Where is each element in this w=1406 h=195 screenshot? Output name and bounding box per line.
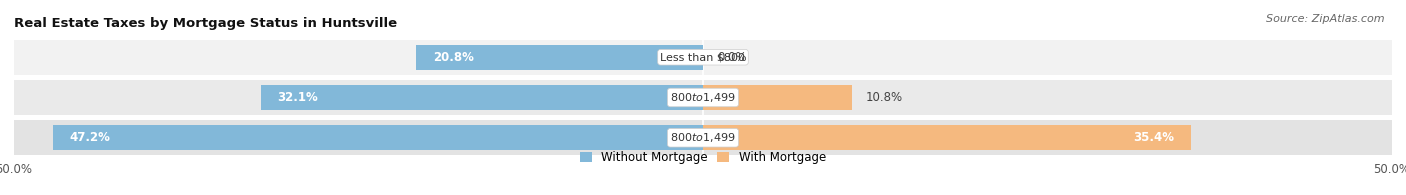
Bar (260, 85, 703, 110)
Text: 0.0%: 0.0% (717, 51, 747, 64)
Text: $800 to $1,499: $800 to $1,499 (671, 131, 735, 144)
Bar (14, 40, 1392, 75)
Bar (14, 120, 1392, 155)
Legend: Without Mortgage, With Mortgage: Without Mortgage, With Mortgage (581, 151, 825, 164)
Text: 32.1%: 32.1% (277, 91, 318, 104)
Text: 20.8%: 20.8% (433, 51, 474, 64)
Text: 10.8%: 10.8% (866, 91, 903, 104)
Text: Source: ZipAtlas.com: Source: ZipAtlas.com (1267, 14, 1385, 24)
Bar (416, 45, 703, 70)
Text: 35.4%: 35.4% (1133, 131, 1174, 144)
Text: 47.2%: 47.2% (69, 131, 110, 144)
Text: Less than $800: Less than $800 (661, 52, 745, 62)
Text: $800 to $1,499: $800 to $1,499 (671, 91, 735, 104)
Bar (14, 80, 1392, 115)
Bar (52, 125, 703, 150)
Text: Real Estate Taxes by Mortgage Status in Huntsville: Real Estate Taxes by Mortgage Status in … (14, 17, 396, 30)
Bar (703, 85, 852, 110)
Bar (703, 125, 1191, 150)
